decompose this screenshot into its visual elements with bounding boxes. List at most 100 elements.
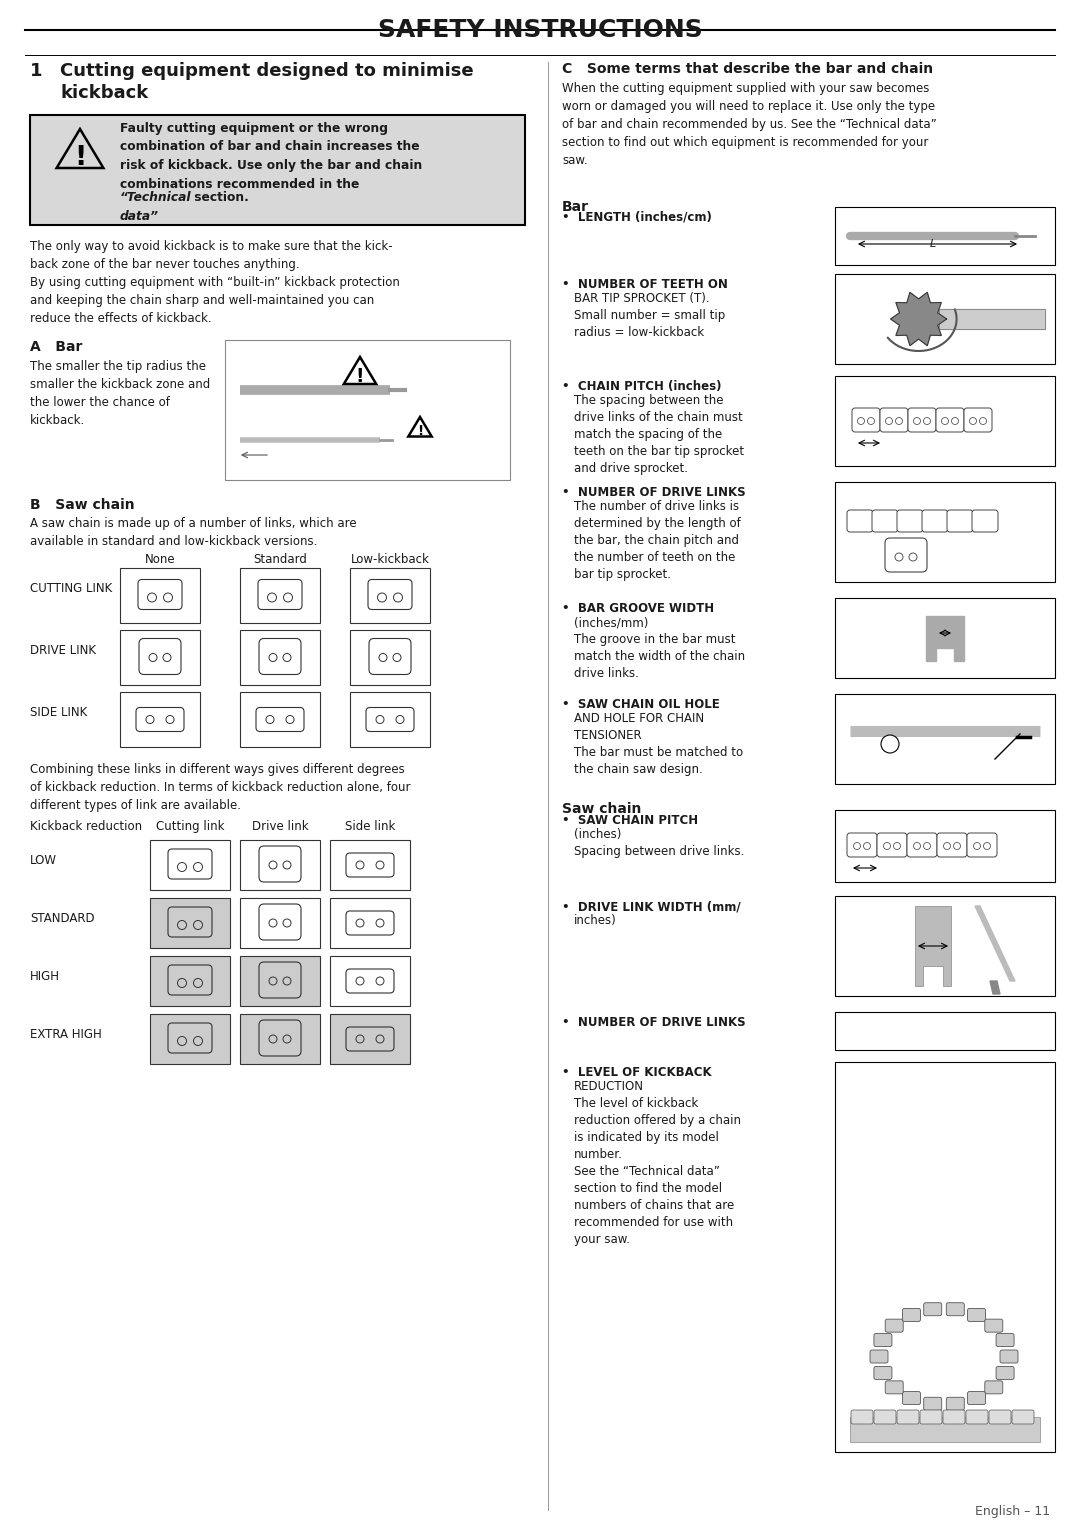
Bar	[835, 376, 1055, 466]
FancyBboxPatch shape	[168, 1024, 212, 1053]
Circle shape	[909, 553, 917, 561]
Text: “Technical
data”: “Technical data”	[120, 191, 191, 223]
Circle shape	[149, 654, 157, 662]
Bar	[835, 274, 1055, 364]
Circle shape	[393, 654, 401, 662]
Circle shape	[283, 976, 291, 986]
Text: Standard: Standard	[253, 553, 307, 565]
Circle shape	[193, 978, 203, 987]
Text: !: !	[355, 367, 364, 387]
FancyBboxPatch shape	[366, 707, 414, 732]
FancyBboxPatch shape	[880, 408, 908, 432]
Circle shape	[269, 1034, 276, 1044]
Bar	[330, 898, 410, 947]
Circle shape	[163, 593, 173, 602]
FancyBboxPatch shape	[985, 1319, 1003, 1332]
FancyBboxPatch shape	[136, 707, 184, 732]
Text: •  BAR GROOVE WIDTH: • BAR GROOVE WIDTH	[562, 602, 714, 614]
Text: C   Some terms that describe the bar and chain: C Some terms that describe the bar and c…	[562, 63, 933, 76]
FancyBboxPatch shape	[946, 1397, 964, 1410]
Circle shape	[193, 1036, 203, 1045]
Circle shape	[893, 842, 901, 850]
Circle shape	[163, 654, 171, 662]
FancyBboxPatch shape	[368, 579, 411, 610]
Text: HIGH: HIGH	[30, 970, 60, 983]
FancyBboxPatch shape	[947, 510, 973, 532]
FancyBboxPatch shape	[920, 1410, 942, 1424]
FancyBboxPatch shape	[1012, 1410, 1034, 1424]
FancyBboxPatch shape	[923, 1303, 942, 1316]
FancyBboxPatch shape	[259, 847, 301, 882]
Text: Saw chain: Saw chain	[562, 802, 642, 816]
Bar	[240, 630, 320, 685]
FancyBboxPatch shape	[346, 969, 394, 993]
Text: Cutting link: Cutting link	[156, 821, 225, 833]
FancyBboxPatch shape	[923, 1397, 942, 1410]
Circle shape	[867, 417, 875, 425]
Circle shape	[177, 1036, 187, 1045]
Circle shape	[269, 654, 276, 662]
Bar	[120, 630, 200, 685]
Text: EXTRA HIGH: EXTRA HIGH	[30, 1028, 102, 1041]
Circle shape	[286, 715, 294, 723]
FancyBboxPatch shape	[972, 510, 998, 532]
FancyBboxPatch shape	[139, 639, 181, 674]
Circle shape	[177, 978, 187, 987]
Bar	[150, 957, 230, 1005]
FancyBboxPatch shape	[369, 639, 411, 674]
Text: REDUCTION
The level of kickback
reduction offered by a chain
is indicated by its: REDUCTION The level of kickback reductio…	[573, 1080, 741, 1245]
Bar	[240, 568, 320, 623]
FancyBboxPatch shape	[259, 963, 301, 998]
Circle shape	[886, 417, 892, 425]
FancyBboxPatch shape	[256, 707, 303, 732]
Circle shape	[942, 417, 948, 425]
Bar	[835, 810, 1055, 882]
Text: •  LENGTH (inches/cm): • LENGTH (inches/cm)	[562, 209, 712, 223]
Text: Bar: Bar	[562, 200, 589, 214]
Circle shape	[923, 842, 931, 850]
Bar	[240, 957, 320, 1005]
Circle shape	[356, 918, 364, 927]
Circle shape	[914, 842, 920, 850]
Circle shape	[923, 417, 931, 425]
Text: When the cutting equipment supplied with your saw becomes
worn or damaged you wi: When the cutting equipment supplied with…	[562, 83, 936, 167]
FancyBboxPatch shape	[968, 1308, 986, 1322]
Circle shape	[883, 842, 891, 850]
FancyBboxPatch shape	[937, 833, 967, 857]
Text: •  NUMBER OF DRIVE LINKS: • NUMBER OF DRIVE LINKS	[562, 1016, 745, 1028]
Text: inches): inches)	[573, 914, 617, 927]
Text: B   Saw chain: B Saw chain	[30, 498, 135, 512]
Bar	[120, 692, 200, 747]
Circle shape	[177, 862, 187, 871]
FancyBboxPatch shape	[897, 1410, 919, 1424]
Bar	[225, 341, 510, 480]
Bar	[240, 692, 320, 747]
FancyBboxPatch shape	[346, 911, 394, 935]
Circle shape	[283, 860, 291, 869]
Text: STANDARD: STANDARD	[30, 912, 95, 924]
Circle shape	[984, 842, 990, 850]
Text: L: L	[930, 238, 935, 249]
Text: A saw chain is made up of a number of links, which are
available in standard and: A saw chain is made up of a number of li…	[30, 516, 356, 549]
FancyBboxPatch shape	[847, 510, 873, 532]
Circle shape	[146, 715, 154, 723]
Text: The smaller the tip radius the
smaller the kickback zone and
the lower the chanc: The smaller the tip radius the smaller t…	[30, 361, 211, 426]
Text: Kickback reduction: Kickback reduction	[30, 821, 143, 833]
Text: •  NUMBER OF DRIVE LINKS: • NUMBER OF DRIVE LINKS	[562, 486, 745, 500]
Bar	[835, 481, 1055, 582]
Bar	[350, 630, 430, 685]
Circle shape	[283, 593, 293, 602]
Circle shape	[973, 842, 981, 850]
FancyBboxPatch shape	[874, 1366, 892, 1380]
Circle shape	[864, 842, 870, 850]
FancyBboxPatch shape	[903, 1392, 920, 1404]
Polygon shape	[990, 981, 1000, 995]
Text: 1: 1	[30, 63, 42, 79]
Text: The number of drive links is
determined by the length of
the bar, the chain pitc: The number of drive links is determined …	[573, 500, 741, 581]
Circle shape	[379, 654, 387, 662]
FancyBboxPatch shape	[168, 850, 212, 879]
Bar	[150, 898, 230, 947]
Text: SAFETY INSTRUCTIONS: SAFETY INSTRUCTIONS	[378, 18, 702, 41]
FancyBboxPatch shape	[964, 408, 993, 432]
Text: •  DRIVE LINK WIDTH (mm/: • DRIVE LINK WIDTH (mm/	[562, 900, 741, 914]
